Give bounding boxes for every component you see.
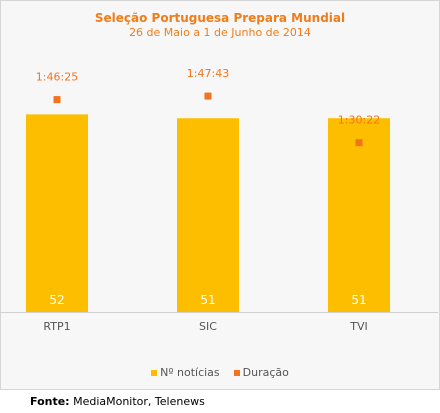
legend-swatch-bar	[151, 369, 158, 376]
source-text: MediaMonitor, Telenews	[73, 395, 205, 408]
chart-legend: Nº notícias Duração	[0, 366, 440, 379]
chart-title: Seleção Portuguesa Prepara Mundial	[94, 11, 346, 25]
duration-label: 1:47:43	[187, 67, 229, 80]
duration-marker-tvi	[355, 139, 363, 147]
duration-marker-rtp1	[53, 96, 61, 104]
source-note: Fonte: MediaMonitor, Telenews	[30, 395, 205, 408]
legend-item-duration: Duração	[233, 366, 289, 379]
bar-sic	[177, 118, 239, 312]
duration-label: 1:46:25	[36, 71, 78, 84]
chart-subtitle: 26 de Maio a 1 de Junho de 2014	[129, 26, 311, 39]
x-tick-label: SIC	[199, 320, 217, 333]
legend-label-duration: Duração	[242, 366, 289, 379]
duration-label: 1:30:22	[338, 114, 380, 127]
duration-marker-sic	[204, 92, 212, 100]
bar-value-label: 51	[200, 293, 215, 307]
legend-item-news-count: Nº notícias	[151, 366, 220, 379]
legend-swatch-marker	[233, 369, 240, 376]
x-tick-label: RTP1	[43, 320, 70, 333]
x-tick-label: TVI	[349, 320, 368, 333]
legend-label-news-count: Nº notícias	[160, 366, 220, 379]
bar-rtp1	[26, 114, 88, 313]
bar-tvi	[328, 118, 390, 312]
source-label: Fonte:	[30, 395, 70, 408]
bar-value-label: 51	[351, 293, 366, 307]
bar-value-label: 52	[49, 293, 64, 307]
